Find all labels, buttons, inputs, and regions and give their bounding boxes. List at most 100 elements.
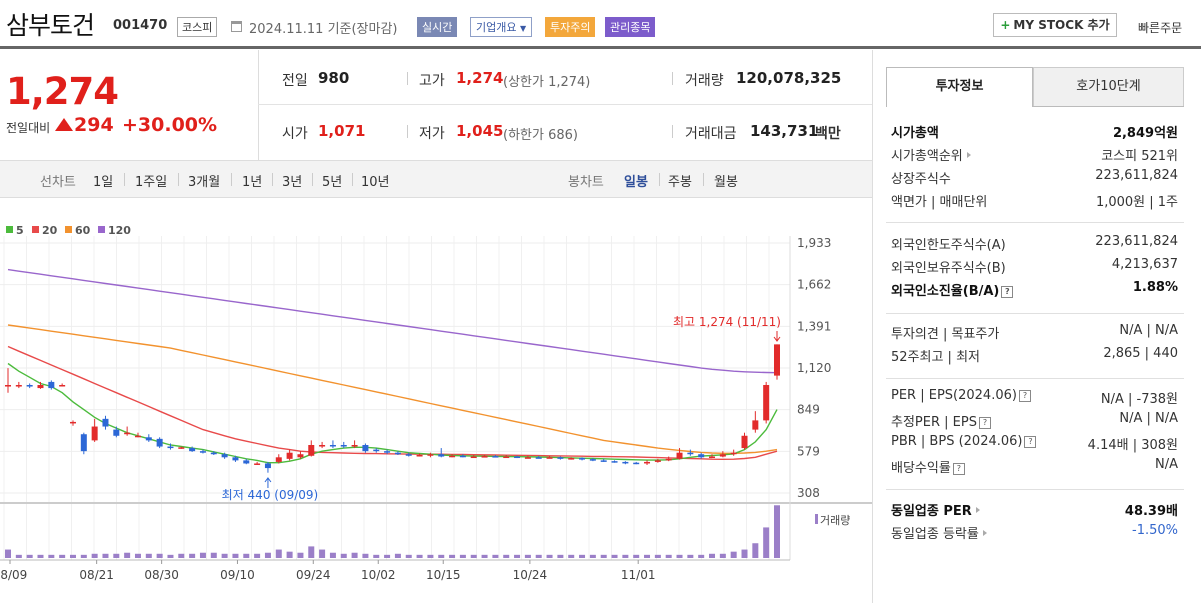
volume-bar — [438, 554, 445, 558]
open-label: 시가 — [282, 126, 308, 142]
prev-close-label: 전일 — [282, 73, 308, 89]
period-tab[interactable]: 1년 — [242, 175, 263, 190]
invest-info-panel — [872, 50, 1201, 603]
info-key: 외국인한도주식수(A) — [891, 234, 1006, 253]
x-tick-label: 08/21 — [79, 568, 114, 582]
invest-info-row: PBR | BPS (2024.06)? 4.14배 | 308원 — [891, 434, 1178, 454]
volume-bar — [37, 554, 44, 558]
info-value: 48.39배 — [1124, 504, 1178, 519]
x-tick-label: 08/30 — [144, 568, 179, 582]
period-tab[interactable]: 3년 — [282, 175, 303, 190]
info-key-text: 시가총액 — [891, 126, 939, 141]
high-arrow-icon — [773, 331, 781, 342]
info-value: 223,611,824 — [1095, 234, 1178, 249]
candle-tab-daily[interactable]: 일봉 — [624, 175, 648, 190]
volume-bar — [167, 554, 174, 558]
candle-chart-label: 봉차트 — [568, 175, 604, 190]
info-key[interactable]: 동일업종 등락률 — [891, 523, 987, 542]
help-icon[interactable]: ? — [978, 417, 991, 429]
legend-swatch — [32, 226, 39, 233]
help-icon[interactable]: ? — [1018, 390, 1031, 402]
candle-body — [59, 385, 66, 387]
candle-body — [91, 426, 98, 441]
period-tab[interactable]: 1일 — [93, 175, 114, 190]
volume-bar — [5, 549, 11, 558]
up-arrow-icon — [55, 118, 73, 131]
info-key[interactable]: 시가총액순위 — [891, 145, 971, 164]
volume-bar — [351, 552, 358, 558]
divider — [272, 173, 273, 186]
candle-body — [449, 455, 456, 458]
candle-body — [362, 445, 369, 452]
help-icon[interactable]: ? — [1001, 286, 1014, 298]
candle-body — [167, 446, 174, 449]
candle-body — [232, 457, 239, 461]
candle-tab-monthly[interactable]: 월봉 — [714, 175, 738, 190]
help-icon[interactable]: ? — [1024, 436, 1037, 448]
legend-swatch — [6, 226, 13, 233]
open-value: 1,071 — [318, 122, 366, 140]
tab-hoga[interactable]: 호가10단계 — [1033, 67, 1184, 107]
info-key-text: 상장주식수 — [891, 172, 951, 187]
volume-label: 거래량 — [685, 73, 724, 89]
period-tab[interactable]: 5년 — [322, 175, 343, 190]
change-label: 전일대비 — [6, 121, 51, 135]
legend-label: 60 — [75, 224, 91, 237]
invest-info-row: 52주최고 | 최저 2,865 | 440 — [891, 346, 1178, 366]
invest-info-row: 액면가 | 매매단위 1,000원 | 1주 — [891, 191, 1178, 211]
volume-bar — [264, 552, 271, 558]
volume-bar — [275, 549, 282, 558]
candle-body — [524, 457, 531, 459]
y-tick-label: 849 — [797, 403, 820, 417]
header-divider — [0, 46, 1201, 49]
volume-bar — [633, 554, 640, 558]
candle-body — [557, 457, 564, 459]
volume-bar — [26, 554, 33, 558]
volume-bar — [449, 554, 456, 558]
info-value: -1.50% — [1132, 523, 1178, 538]
volume-bar — [589, 554, 596, 558]
volume-bar — [730, 551, 737, 558]
quote-row-divider — [258, 104, 872, 105]
volume-bar — [80, 554, 87, 558]
invest-info-row: 추정PER | EPS? N/A | N/A — [891, 411, 1178, 431]
candle-body — [503, 456, 510, 459]
volume-bar — [654, 554, 661, 558]
volume-bar — [622, 554, 629, 558]
info-key-text: 동일업종 등락률 — [891, 527, 979, 542]
volume-bar — [232, 553, 239, 558]
candle-body — [438, 454, 445, 457]
help-icon[interactable]: ? — [952, 463, 965, 475]
volume-bar — [546, 554, 553, 558]
volume-bar — [373, 554, 380, 558]
quick-order-link[interactable]: 빠른주문 — [1138, 21, 1183, 35]
candle-body — [308, 445, 315, 456]
invest-info-row: 외국인한도주식수(A) 223,611,824 — [891, 234, 1178, 254]
volume-bar — [524, 554, 531, 558]
volume-bar — [427, 554, 434, 558]
add-mystock-button[interactable]: + MY STOCK 추가 — [993, 13, 1117, 37]
period-tab[interactable]: 10년 — [361, 175, 390, 190]
info-value: 4,213,637 — [1111, 257, 1178, 272]
volume-bar — [329, 552, 336, 558]
volume-bar — [752, 543, 759, 558]
tab-invest-info[interactable]: 투자정보 — [886, 67, 1033, 107]
info-value: 2,849억원 — [1112, 126, 1178, 141]
company-overview-dropdown[interactable]: 기업개요 ▼ — [470, 17, 533, 37]
info-key[interactable]: 동일업종 PER — [891, 500, 980, 519]
period-tab[interactable]: 3개월 — [188, 175, 221, 190]
volume-bar — [340, 553, 347, 558]
info-key-text: 52주최고 | 최저 — [891, 350, 980, 365]
y-tick-label: 1,662 — [797, 278, 831, 292]
volume-bar — [319, 549, 326, 558]
price-chart[interactable]: 1,933 1,662 1,391 1,120 849 579 308 5 20 60 120 거래량… — [0, 198, 872, 603]
realtime-tag[interactable]: 실시간 — [417, 17, 458, 37]
volume-bar — [481, 554, 488, 558]
period-tab[interactable]: 1주일 — [135, 175, 168, 190]
x-tick-label: 09/10 — [220, 568, 255, 582]
info-key: PBR | BPS (2024.06)? — [891, 434, 1037, 449]
candle-body — [145, 437, 152, 441]
candle-tab-weekly[interactable]: 주봉 — [668, 175, 692, 190]
candle-body — [156, 438, 163, 447]
candle-body — [351, 445, 358, 447]
